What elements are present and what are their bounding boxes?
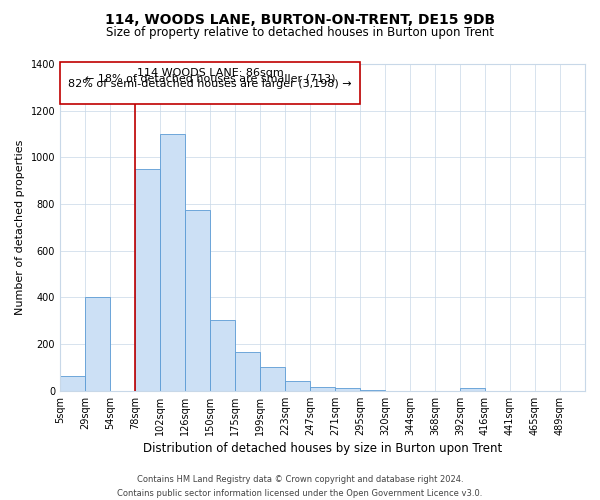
Bar bbox=[60, 376, 85, 391]
Bar bbox=[260, 368, 285, 391]
Bar bbox=[135, 169, 160, 391]
Text: 114 WOODS LANE: 86sqm: 114 WOODS LANE: 86sqm bbox=[137, 68, 283, 78]
Bar bbox=[85, 298, 110, 391]
Bar bbox=[210, 320, 235, 391]
Bar bbox=[460, 388, 485, 391]
X-axis label: Distribution of detached houses by size in Burton upon Trent: Distribution of detached houses by size … bbox=[143, 442, 502, 455]
Text: Size of property relative to detached houses in Burton upon Trent: Size of property relative to detached ho… bbox=[106, 26, 494, 39]
Bar bbox=[160, 134, 185, 391]
Y-axis label: Number of detached properties: Number of detached properties bbox=[15, 140, 25, 315]
Bar bbox=[360, 390, 385, 391]
Text: 82% of semi-detached houses are larger (3,198) →: 82% of semi-detached houses are larger (… bbox=[68, 79, 352, 89]
Text: 114, WOODS LANE, BURTON-ON-TRENT, DE15 9DB: 114, WOODS LANE, BURTON-ON-TRENT, DE15 9… bbox=[105, 12, 495, 26]
Bar bbox=[60, 62, 360, 104]
Bar bbox=[185, 210, 210, 391]
Bar bbox=[235, 352, 260, 391]
Bar bbox=[285, 382, 310, 391]
Text: ← 18% of detached houses are smaller (713): ← 18% of detached houses are smaller (71… bbox=[85, 74, 335, 84]
Text: Contains HM Land Registry data © Crown copyright and database right 2024.
Contai: Contains HM Land Registry data © Crown c… bbox=[118, 476, 482, 498]
Bar bbox=[310, 388, 335, 391]
Bar bbox=[335, 388, 360, 391]
